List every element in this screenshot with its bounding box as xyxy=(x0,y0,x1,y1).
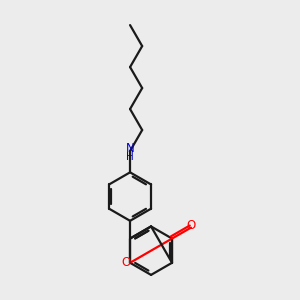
Text: O: O xyxy=(186,219,196,232)
Text: N: N xyxy=(126,142,134,155)
Text: O: O xyxy=(122,256,131,269)
Text: H: H xyxy=(126,152,134,162)
